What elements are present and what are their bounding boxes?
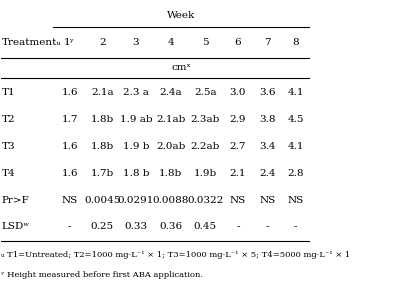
Text: NS: NS [230, 196, 246, 205]
Text: -: - [68, 222, 71, 231]
Text: 3.4: 3.4 [259, 142, 276, 151]
Text: 2.5a: 2.5a [194, 88, 217, 97]
Text: 4.5: 4.5 [287, 115, 304, 124]
Text: 1.7: 1.7 [61, 115, 78, 124]
Text: 0.0322: 0.0322 [187, 196, 223, 205]
Text: 6: 6 [234, 38, 241, 47]
Text: 1.9b: 1.9b [194, 169, 217, 178]
Text: 2.7: 2.7 [229, 142, 246, 151]
Text: 2.0ab: 2.0ab [156, 142, 186, 151]
Text: 0.0088: 0.0088 [152, 196, 189, 205]
Text: 2.3ab: 2.3ab [190, 115, 220, 124]
Text: 3.0: 3.0 [229, 88, 246, 97]
Text: 7: 7 [264, 38, 271, 47]
Text: 4: 4 [167, 38, 174, 47]
Text: 4.1: 4.1 [287, 88, 304, 97]
Text: 1.9 b: 1.9 b [123, 142, 149, 151]
Text: Week: Week [167, 11, 195, 20]
Text: 1.6: 1.6 [61, 142, 78, 151]
Text: 1ʸ: 1ʸ [64, 38, 75, 47]
Text: Treatmentᵤ: Treatmentᵤ [1, 38, 61, 47]
Text: T2: T2 [1, 115, 15, 124]
Text: 0.0045: 0.0045 [84, 196, 120, 205]
Text: 1.9 ab: 1.9 ab [120, 115, 152, 124]
Text: 1.8b: 1.8b [91, 142, 114, 151]
Text: 2.3 a: 2.3 a [123, 88, 149, 97]
Text: 4.1: 4.1 [287, 142, 304, 151]
Text: 1.6: 1.6 [61, 169, 78, 178]
Text: 1.6: 1.6 [61, 88, 78, 97]
Text: ᵤ T1=Untreated; T2=1000 mg·L⁻¹ × 1; T3=1000 mg·L⁻¹ × 5; T4=5000 mg·L⁻¹ × 1: ᵤ T1=Untreated; T2=1000 mg·L⁻¹ × 1; T3=1… [1, 251, 351, 259]
Text: NS: NS [260, 196, 276, 205]
Text: 0.36: 0.36 [159, 222, 182, 231]
Text: T3: T3 [1, 142, 15, 151]
Text: T1: T1 [1, 88, 15, 97]
Text: 0.0291: 0.0291 [118, 196, 154, 205]
Text: T4: T4 [1, 169, 15, 178]
Text: 2.9: 2.9 [229, 115, 246, 124]
Text: 3.8: 3.8 [259, 115, 276, 124]
Text: -: - [294, 222, 298, 231]
Text: 2.4: 2.4 [259, 169, 276, 178]
Text: 5: 5 [202, 38, 209, 47]
Text: 1.7b: 1.7b [91, 169, 114, 178]
Text: 0.45: 0.45 [194, 222, 217, 231]
Text: NS: NS [61, 196, 78, 205]
Text: Pr>F: Pr>F [1, 196, 29, 205]
Text: ʸ Height measured before first ABA application.: ʸ Height measured before first ABA appli… [1, 271, 203, 278]
Text: 2.1a: 2.1a [91, 88, 114, 97]
Text: 2.1: 2.1 [229, 169, 246, 178]
Text: 2.2ab: 2.2ab [190, 142, 220, 151]
Text: 2: 2 [99, 38, 106, 47]
Text: 0.25: 0.25 [91, 222, 114, 231]
Text: cmˣ: cmˣ [171, 63, 191, 72]
Text: -: - [266, 222, 269, 231]
Text: NS: NS [288, 196, 304, 205]
Text: 8: 8 [292, 38, 299, 47]
Text: 1.8 b: 1.8 b [123, 169, 149, 178]
Text: LSDʷ: LSDʷ [1, 222, 30, 231]
Text: 0.33: 0.33 [124, 222, 148, 231]
Text: 1.8b: 1.8b [91, 115, 114, 124]
Text: 2.8: 2.8 [287, 169, 304, 178]
Text: 3: 3 [133, 38, 139, 47]
Text: 3.6: 3.6 [259, 88, 276, 97]
Text: 1.8b: 1.8b [159, 169, 182, 178]
Text: 2.1ab: 2.1ab [156, 115, 186, 124]
Text: 2.4a: 2.4a [159, 88, 182, 97]
Text: -: - [236, 222, 240, 231]
